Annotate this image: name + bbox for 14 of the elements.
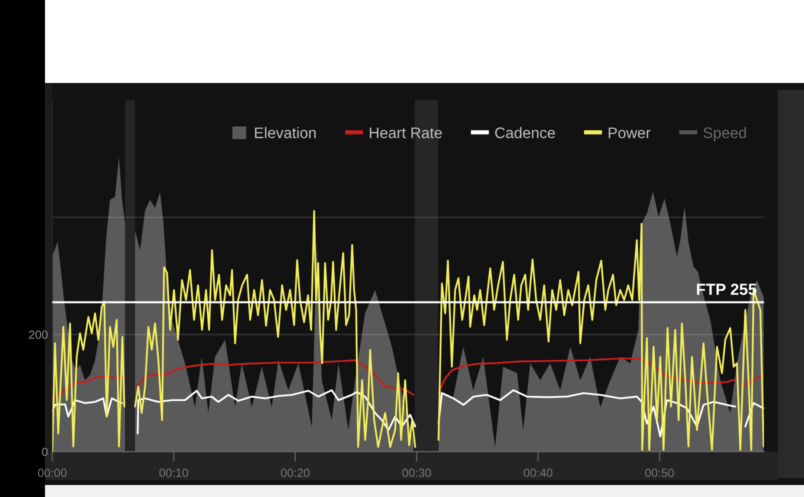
y-tick-label: 200: [29, 330, 48, 339]
y-tick-label: 0: [42, 448, 48, 456]
legend-label: Elevation: [255, 127, 316, 138]
x-tick-label: 00:20: [280, 468, 310, 478]
x-tick-label: 00:10: [159, 468, 188, 478]
x-tick-label: 00:30: [402, 468, 431, 478]
x-tick-label: 00:50: [645, 468, 674, 478]
legend-label: Speed: [703, 127, 746, 142]
x-tick-label: 00:00: [38, 468, 67, 478]
ref-line-label: FTP 255: [696, 284, 756, 295]
legend-label: Cadence: [495, 127, 555, 138]
legend-label: Heart Rate: [370, 128, 442, 138]
legend-label: Power: [608, 128, 651, 138]
x-tick-label: 00:40: [524, 468, 552, 478]
